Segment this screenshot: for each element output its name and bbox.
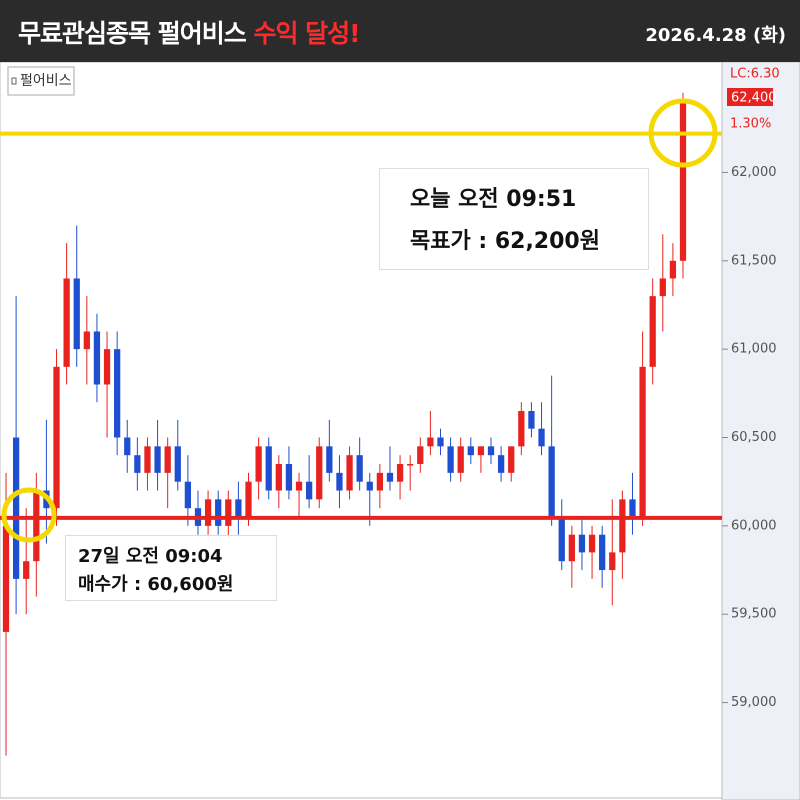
candle-body	[144, 446, 151, 473]
candle-body	[124, 437, 131, 456]
candle-body	[326, 446, 333, 473]
candle-body	[366, 481, 373, 491]
candle-body	[487, 446, 495, 456]
candle-body	[356, 455, 363, 482]
candle-body	[184, 481, 192, 509]
title: 무료관심종목 펄어비스 수익 달성!	[18, 14, 361, 50]
candle-body	[33, 490, 40, 562]
candle-body	[609, 552, 616, 571]
candle-body	[659, 278, 666, 297]
candle-body	[508, 446, 515, 473]
candle-body	[518, 411, 525, 447]
candle-body	[447, 446, 454, 473]
candle-body	[225, 499, 232, 526]
candle-body	[457, 446, 464, 473]
candle-body	[538, 428, 545, 447]
annotation: 27일 오전 09:04 매수가 : 60,600원	[65, 535, 277, 601]
candle-body	[255, 446, 262, 482]
legend-icon	[11, 77, 17, 85]
candle-body	[336, 472, 343, 491]
y-tick-label: 61,500	[731, 253, 777, 268]
candle-body	[396, 464, 404, 482]
candle-body	[265, 446, 272, 491]
date: 2026.4.28 (화)	[645, 25, 786, 46]
highlight-circle	[648, 98, 718, 168]
candle-body	[73, 278, 80, 350]
candle-body	[669, 260, 677, 279]
candle-body	[245, 481, 252, 518]
candle-body	[477, 446, 485, 456]
candle-body	[295, 481, 303, 491]
candle-body	[528, 411, 535, 429]
annotation-line: 오늘 오전 09:51	[410, 187, 577, 212]
candle-body	[386, 472, 394, 482]
layer	[0, 92, 728, 756]
candle-body	[12, 437, 20, 579]
annotation-line: 27일 오전 09:04	[78, 546, 223, 567]
candle-body	[599, 534, 606, 571]
axis-top-label: 62,400	[731, 91, 777, 106]
axis-top-label: LC:6.30	[730, 67, 780, 82]
annotation-line: 목표가 : 62,200원	[410, 229, 600, 254]
candle-body	[154, 446, 161, 473]
candle-body	[649, 296, 656, 367]
legend-label: 펄어비스	[20, 73, 72, 89]
candle-body	[63, 278, 70, 367]
legend-box	[7, 66, 75, 96]
candle-body	[285, 464, 293, 491]
candle-body	[164, 446, 171, 473]
candle-body	[679, 101, 687, 261]
candle-body	[346, 455, 353, 491]
y-tick-label: 59,000	[731, 695, 777, 710]
candle-body	[275, 464, 282, 491]
candle-body	[427, 437, 434, 447]
y-tick-label: 62,000	[731, 165, 777, 180]
title-text: 무료관심종목 펄어비스	[18, 19, 247, 48]
candle-body	[114, 349, 121, 438]
candle-body	[306, 481, 313, 500]
axis-top-label: 1.30%	[730, 117, 771, 132]
candle-body	[548, 446, 555, 518]
price-tag	[727, 88, 773, 106]
candle-body	[174, 446, 181, 482]
highlight-circle	[1, 487, 57, 543]
candle-body	[23, 561, 30, 579]
candle-body	[204, 499, 212, 526]
annotation-line: 매수가 : 60,600원	[78, 574, 234, 595]
annotation: 오늘 오전 09:51 목표가 : 62,200원	[379, 168, 649, 270]
candle-body	[376, 472, 383, 491]
candle-body	[215, 499, 222, 526]
candle-body	[93, 331, 101, 385]
candle-body	[578, 534, 586, 553]
title-highlight: 수익 달성!	[253, 19, 360, 48]
candle-body	[467, 446, 474, 456]
candle-body	[437, 437, 444, 447]
y-tick-label: 60,500	[731, 430, 777, 445]
y-tick-label: 59,500	[731, 607, 777, 622]
candle-body	[316, 446, 323, 500]
candle-body	[103, 349, 111, 385]
candle-body	[83, 331, 90, 350]
candle-body	[2, 525, 10, 632]
y-tick-label: 61,000	[731, 342, 777, 357]
candle-body	[588, 534, 596, 553]
price-axis	[721, 62, 800, 800]
candle-body	[417, 446, 424, 465]
candle-body	[407, 464, 414, 466]
candle-body	[558, 517, 565, 562]
y-tick-label: 60,000	[731, 518, 777, 533]
candle-body	[639, 366, 646, 518]
candle-body	[629, 499, 636, 518]
candle-body	[619, 499, 626, 553]
candle-body	[53, 366, 60, 509]
candle-body	[497, 455, 505, 473]
header: 무료관심종목 펄어비스 수익 달성! 2026.4.28 (화)	[0, 0, 800, 62]
candle-body	[235, 499, 242, 518]
candle-body	[134, 455, 141, 473]
candle-body	[568, 534, 575, 562]
